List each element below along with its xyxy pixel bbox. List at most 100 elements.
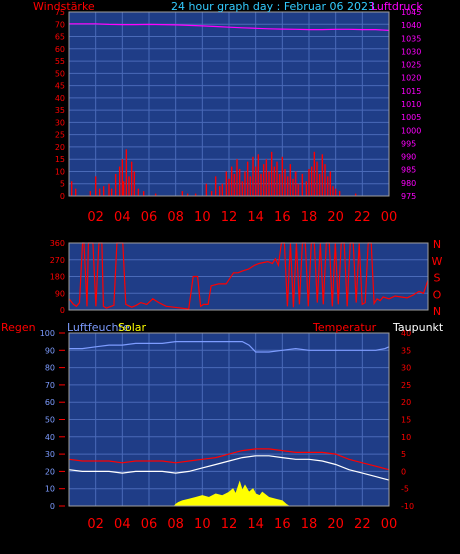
wind-direction-frame — [68, 242, 429, 311]
p3-y-left-tick-0: 0 — [50, 502, 55, 511]
p3-x-tick-22: 22 — [354, 517, 371, 532]
p1-y-left-tick-15: 15 — [55, 155, 65, 164]
p1-y-left-tick-65: 65 — [55, 33, 65, 42]
p1-y-left-tick-45: 45 — [55, 82, 65, 91]
p1-y-right-tick-1025: 1025 — [401, 61, 421, 70]
p3-y-right-tick--5: -5 — [401, 485, 409, 494]
p1-y-left-tick-40: 40 — [55, 94, 65, 103]
p3-y-right-tick-30: 30 — [401, 364, 411, 373]
p3-y-right-tick-35: 35 — [401, 346, 411, 355]
p1-y-left-tick-5: 5 — [60, 180, 65, 189]
temperatur-label: Temperatur — [313, 321, 377, 334]
p3-x-tick-16: 16 — [274, 517, 291, 532]
luftdruck-label: Luftdruck — [371, 0, 423, 13]
p1-x-tick-20: 20 — [327, 210, 344, 225]
p1-y-left-tick-70: 70 — [55, 20, 65, 29]
p1-y-left-tick-30: 30 — [55, 118, 65, 127]
p3-y-right-tick-40: 40 — [401, 329, 411, 338]
p3-y-left-tick-70: 70 — [45, 381, 55, 390]
wind-pressure-frame — [68, 11, 390, 197]
p1-y-right-tick-1005: 1005 — [401, 113, 421, 122]
p3-x-tick-12: 12 — [221, 517, 238, 532]
windstaerke-label: Windstärke — [33, 0, 95, 13]
p1-y-right-tick-985: 985 — [401, 166, 416, 175]
p3-y-left-tick-50: 50 — [45, 416, 55, 425]
p3-y-right-tick-25: 25 — [401, 381, 411, 390]
p1-y-left-tick-0: 0 — [60, 192, 65, 201]
p3-x-tick-08: 08 — [167, 517, 184, 532]
p1-x-tick-08: 08 — [167, 210, 184, 225]
p3-y-left-tick-90: 90 — [45, 346, 55, 355]
p1-y-right-tick-995: 995 — [401, 139, 416, 148]
p3-x-tick-06: 06 — [141, 517, 158, 532]
p1-x-tick-14: 14 — [247, 210, 264, 225]
solar-area — [69, 480, 389, 507]
p1-y-right-tick-1040: 1040 — [401, 21, 421, 30]
p3-y-left-tick-20: 20 — [45, 467, 55, 476]
solar-label: Solar — [118, 321, 147, 334]
regen-label: Regen — [1, 321, 36, 334]
p1-x-tick-12: 12 — [221, 210, 238, 225]
p1-y-left-tick-55: 55 — [55, 57, 65, 66]
p3-y-right-tick-10: 10 — [401, 433, 411, 442]
taupunkt-line — [68, 455, 390, 481]
p1-y-right-tick-1000: 1000 — [401, 126, 421, 135]
p1-y-left-tick-75: 75 — [55, 8, 65, 17]
p3-y-left-tick-30: 30 — [45, 450, 55, 459]
p2-y-tick-0: 0 — [60, 306, 65, 315]
p1-y-left-tick-20: 20 — [55, 143, 65, 152]
p1-y-right-tick-1030: 1030 — [401, 47, 421, 56]
p3-y-left-tick-100: 100 — [40, 329, 55, 338]
p1-y-right-tick-975: 975 — [401, 192, 416, 201]
p1-y-left-tick-25: 25 — [55, 131, 65, 140]
p1-x-tick-22: 22 — [354, 210, 371, 225]
p1-y-left-tick-35: 35 — [55, 106, 65, 115]
p1-y-left-tick-50: 50 — [55, 69, 65, 78]
p3-x-tick-02: 02 — [87, 517, 104, 532]
p3-y-right-tick-5: 5 — [401, 450, 406, 459]
p1-x-tick-04: 04 — [114, 210, 131, 225]
p3-x-tick-20: 20 — [327, 517, 344, 532]
p3-y-left-tick-10: 10 — [45, 485, 55, 494]
windrichtung-line — [68, 242, 429, 310]
p1-y-right-tick-1010: 1010 — [401, 100, 421, 109]
compass-label-4: N — [433, 305, 441, 318]
p3-y-right-tick-15: 15 — [401, 416, 411, 425]
compass-label-1: W — [432, 255, 443, 268]
p3-y-left-tick-40: 40 — [45, 433, 55, 442]
p1-x-tick-00: 00 — [381, 210, 398, 225]
p3-x-tick-14: 14 — [247, 517, 264, 532]
compass-label-3: O — [433, 288, 442, 301]
p1-y-right-tick-1035: 1035 — [401, 34, 421, 43]
p2-y-tick-180: 180 — [50, 273, 65, 282]
luftdruck-line — [69, 23, 390, 31]
p1-y-right-tick-990: 990 — [401, 153, 416, 162]
p1-x-tick-16: 16 — [274, 210, 291, 225]
humidity-temperature-frame — [68, 332, 390, 507]
taupunkt-label: Taupunkt — [393, 321, 444, 334]
p1-x-tick-02: 02 — [87, 210, 104, 225]
temperatur-line — [68, 448, 390, 471]
p2-y-tick-360: 360 — [50, 239, 65, 248]
p3-x-tick-04: 04 — [114, 517, 131, 532]
p3-y-right-tick-0: 0 — [401, 467, 406, 476]
p2-y-tick-270: 270 — [50, 256, 65, 265]
p3-y-right-tick-20: 20 — [401, 398, 411, 407]
p3-y-left-tick-80: 80 — [45, 364, 55, 373]
compass-label-0: N — [433, 238, 441, 251]
p2-y-tick-90: 90 — [55, 289, 65, 298]
p3-x-tick-18: 18 — [301, 517, 318, 532]
p3-y-right-tick--10: -10 — [401, 502, 414, 511]
luftfeuchte-label: Luftfeuchte — [67, 321, 130, 334]
p1-y-right-tick-1015: 1015 — [401, 87, 421, 96]
p3-x-tick-00: 00 — [381, 517, 398, 532]
p3-y-left-tick-60: 60 — [45, 398, 55, 407]
p1-x-tick-18: 18 — [301, 210, 318, 225]
p1-y-right-tick-1045: 1045 — [401, 8, 421, 17]
p1-y-left-tick-60: 60 — [55, 45, 65, 54]
p1-y-right-tick-1020: 1020 — [401, 74, 421, 83]
p1-x-tick-06: 06 — [141, 210, 158, 225]
compass-label-2: S — [434, 272, 441, 285]
p1-x-tick-10: 10 — [194, 210, 211, 225]
